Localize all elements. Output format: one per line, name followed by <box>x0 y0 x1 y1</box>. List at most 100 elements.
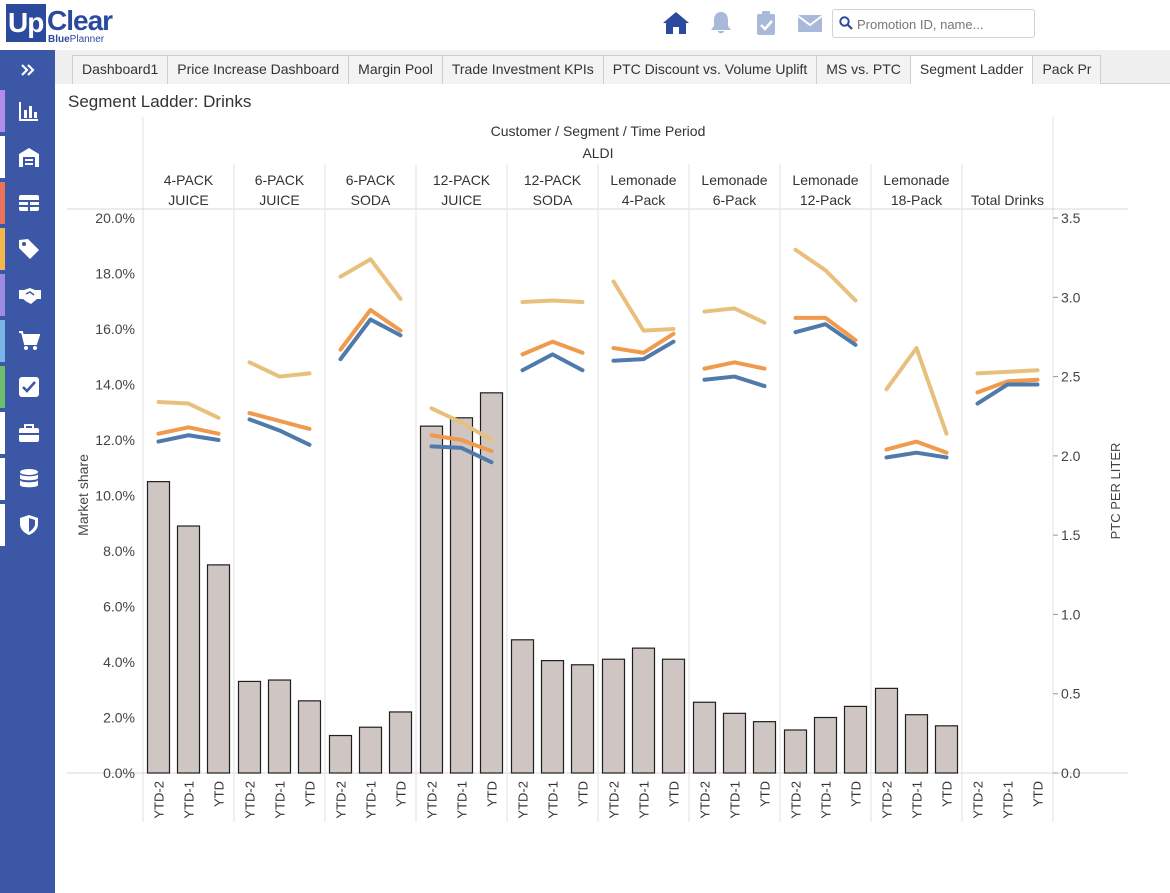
series-line-2 <box>247 411 312 431</box>
y-tick-label: 14.0% <box>95 377 135 393</box>
bar <box>419 425 444 774</box>
series-line-3 <box>429 444 494 465</box>
bar <box>358 726 383 774</box>
bar <box>813 716 838 774</box>
tab-price-increase-dashboard[interactable]: Price Increase Dashboard <box>167 55 350 84</box>
y2-tick-label: 1.0 <box>1061 606 1081 622</box>
bar <box>904 714 929 774</box>
series-line-2 <box>156 425 221 436</box>
bar <box>267 679 292 774</box>
logo-up: Up <box>6 4 46 42</box>
segment-label: JUICE <box>259 192 299 208</box>
x-tick-label: YTD-1 <box>455 781 470 819</box>
segment-label: 6-PACK <box>255 172 305 188</box>
home-icon[interactable] <box>662 10 690 36</box>
segment-label: JUICE <box>168 192 208 208</box>
x-tick-label: YTD-2 <box>425 781 440 819</box>
bar <box>601 658 626 774</box>
sidebar-item-cart[interactable] <box>0 320 55 362</box>
bar <box>449 417 474 774</box>
sidebar-item-reports[interactable] <box>0 90 55 132</box>
sidebar-expand[interactable] <box>0 50 55 92</box>
dashboard-content: Segment Ladder: Drinks Customer / Segmen… <box>55 84 1170 893</box>
logo-clear: Clear <box>47 5 113 36</box>
x-tick-label: YTD <box>394 781 409 807</box>
tab-ptc-discount-vs-volume-uplift[interactable]: PTC Discount vs. Volume Uplift <box>602 55 818 84</box>
y-axis-title: Market share <box>75 454 91 536</box>
cart-icon <box>19 331 40 350</box>
segment-ladder-chart: Customer / Segment / Time Period ALDI 4-PA… <box>67 117 1128 822</box>
x-tick-label: YTD-2 <box>334 781 349 819</box>
segment-label: SODA <box>351 192 391 208</box>
segment-label: Lemonade <box>701 172 767 188</box>
x-tick-label: YTD <box>1031 781 1046 807</box>
x-tick-label: YTD-2 <box>607 781 622 819</box>
dashboard-tabs-bar: Dashboard1 Price Increase Dashboard Margin… <box>55 50 1170 85</box>
series-line-3 <box>611 339 676 363</box>
y-tick-label: 8.0% <box>103 543 135 559</box>
tab-ms-vs-ptc[interactable]: MS vs. PTC <box>816 55 911 84</box>
x-tick-label: YTD-2 <box>243 781 258 819</box>
sidebar <box>0 50 55 893</box>
tab-margin-pool[interactable]: Margin Pool <box>348 55 443 84</box>
x-tick-label: YTD-2 <box>516 781 531 819</box>
series-line-2 <box>429 433 494 454</box>
briefcase-icon <box>19 424 39 442</box>
tab-pack-pr[interactable]: Pack Pr <box>1032 55 1102 84</box>
bell-icon[interactable] <box>707 10 735 36</box>
search-input[interactable] <box>857 14 1029 34</box>
tab-trade-investment-kpis[interactable]: Trade Investment KPIs <box>441 55 604 84</box>
search-box[interactable] <box>832 9 1035 38</box>
series-line-2 <box>975 377 1040 395</box>
y2-tick-label: 2.5 <box>1061 369 1081 385</box>
clipboard-check-icon[interactable] <box>752 10 780 36</box>
bar-chart-icon <box>19 102 38 121</box>
y-tick-label: 16.0% <box>95 321 135 337</box>
bar <box>570 664 595 774</box>
x-tick-label: YTD-2 <box>880 781 895 819</box>
segment-label: Lemonade <box>883 172 949 188</box>
sidebar-item-warehouse[interactable] <box>0 136 55 178</box>
sidebar-item-tags[interactable] <box>0 228 55 270</box>
segment-label: 6-PACK <box>346 172 396 188</box>
series-line-1 <box>702 306 767 325</box>
bar <box>692 701 717 774</box>
top-bar: Up Clear BluePlanner <box>0 0 1170 50</box>
sidebar-item-tasks[interactable] <box>0 366 55 408</box>
customer-label: ALDI <box>582 145 613 161</box>
tab-dashboard1[interactable]: Dashboard1 <box>72 55 169 84</box>
series-line-1 <box>156 399 221 420</box>
x-tick-label: YTD <box>485 781 500 807</box>
x-tick-label: YTD-1 <box>364 781 379 819</box>
bar <box>631 647 656 774</box>
app-logo[interactable]: Up Clear BluePlanner <box>6 4 122 45</box>
header-title: Customer / Segment / Time Period <box>491 123 706 139</box>
series-line-1 <box>884 346 949 436</box>
series-line-2 <box>520 339 585 357</box>
sidebar-item-grid[interactable] <box>0 182 55 224</box>
segment-label: 18-Pack <box>891 192 943 208</box>
grid-icon <box>19 195 39 211</box>
x-tick-label: YTD <box>940 781 955 807</box>
sidebar-item-data[interactable] <box>0 458 55 500</box>
sidebar-item-security[interactable] <box>0 504 55 546</box>
series-line-1 <box>975 368 1040 376</box>
segment-label: 12-Pack <box>800 192 852 208</box>
series-line-3 <box>793 322 858 347</box>
series-line-3 <box>338 317 403 362</box>
bar <box>722 712 747 774</box>
sidebar-item-business[interactable] <box>0 412 55 454</box>
bar <box>237 680 262 774</box>
envelope-icon[interactable] <box>796 10 824 36</box>
x-tick-label: YTD-2 <box>971 781 986 819</box>
bar <box>388 711 413 774</box>
sidebar-item-deals[interactable] <box>0 274 55 316</box>
segment-label: SODA <box>533 192 573 208</box>
y-tick-label: 20.0% <box>95 210 135 226</box>
y2-tick-label: 2.0 <box>1061 448 1081 464</box>
y2-tick-label: 0.5 <box>1061 686 1081 702</box>
tab-segment-ladder[interactable]: Segment Ladder <box>909 55 1034 85</box>
segment-label: Total Drinks <box>971 192 1044 208</box>
segment-label: Lemonade <box>792 172 858 188</box>
y2-tick-label: 3.5 <box>1061 210 1081 226</box>
